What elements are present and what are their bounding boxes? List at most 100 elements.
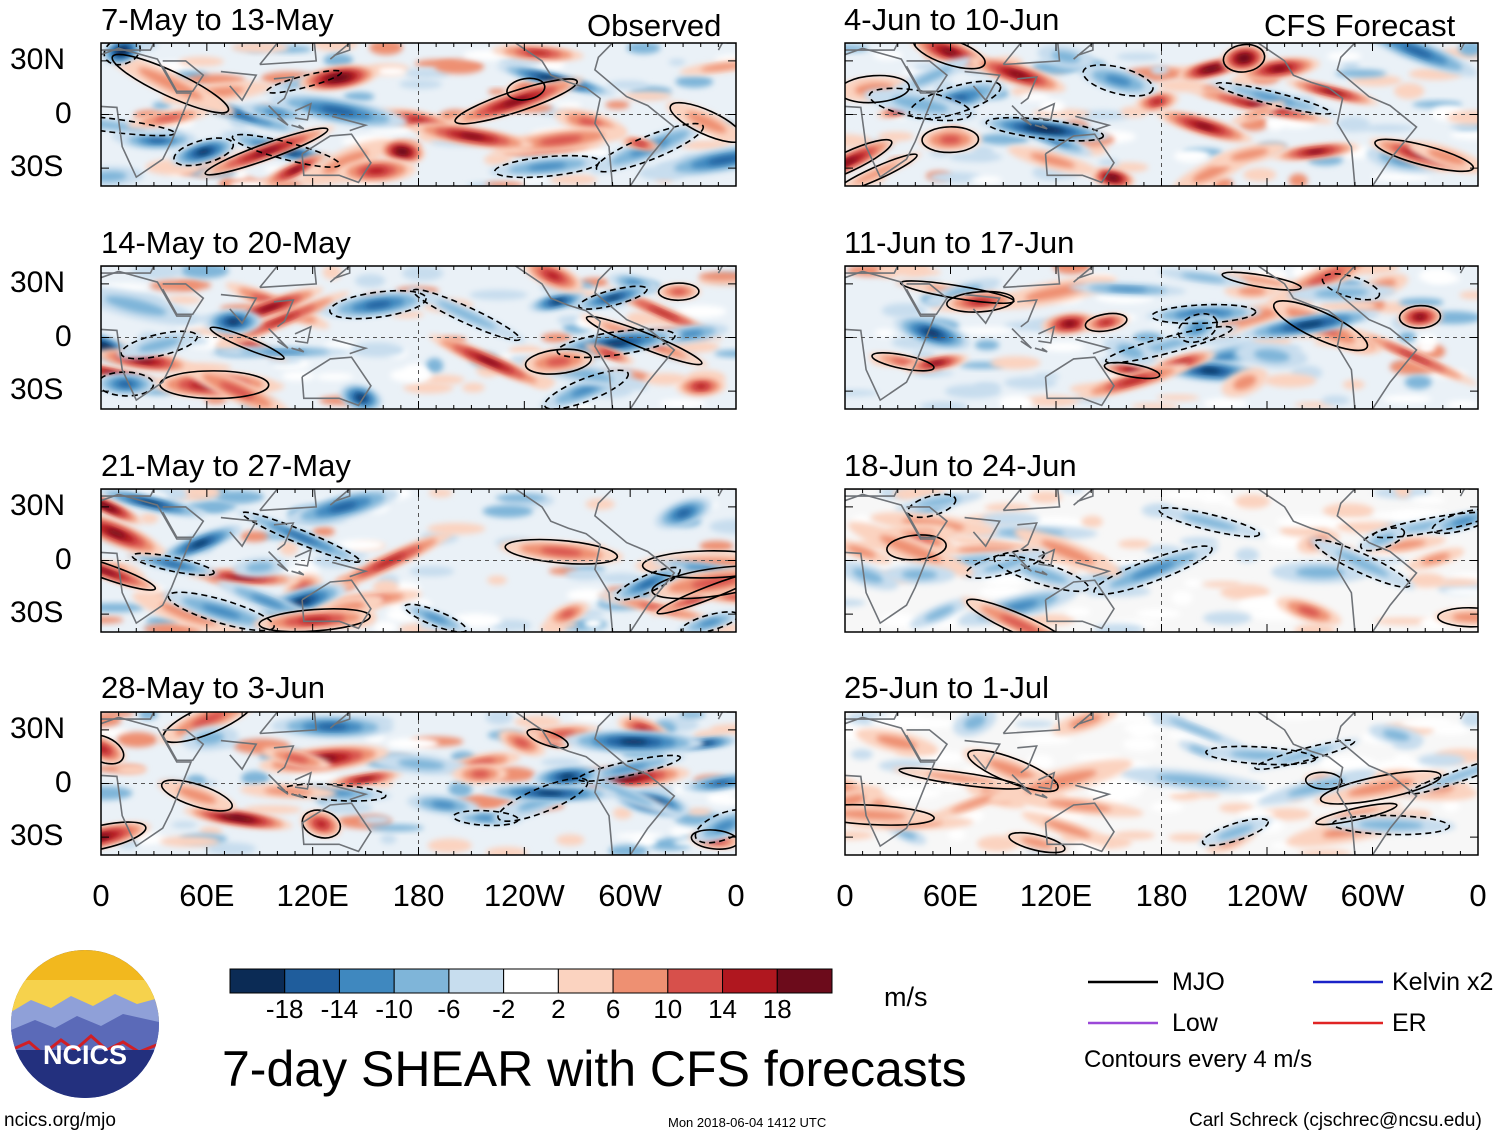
mjo-contour <box>173 137 235 167</box>
anomaly-patch <box>425 357 444 374</box>
anomaly-level <box>1041 540 1095 565</box>
colorbar-tick-label: -14 <box>320 994 359 1024</box>
coastline <box>717 43 736 51</box>
anomaly-patch <box>427 838 472 853</box>
anomaly-patch <box>377 67 407 76</box>
anomaly-level <box>1033 127 1056 132</box>
anomaly-blob <box>845 805 942 825</box>
anomaly-patch <box>1200 492 1229 504</box>
mjo-contour <box>912 43 986 70</box>
anomaly-level <box>219 382 255 399</box>
coastline <box>101 43 155 51</box>
anomaly-blob <box>1119 768 1268 794</box>
anomaly-level <box>228 816 248 820</box>
coastline <box>1257 712 1418 855</box>
mjo-contour <box>946 290 1015 313</box>
anomaly-blob <box>379 139 426 164</box>
anomaly-blob <box>1041 312 1098 335</box>
anomaly-level <box>148 137 168 143</box>
anomaly-level <box>963 714 986 730</box>
anomaly-level <box>941 48 958 56</box>
anomaly-blob <box>855 728 939 756</box>
mjo-contour <box>1103 361 1161 380</box>
anomaly-level <box>648 306 679 321</box>
anomaly-level <box>876 735 918 749</box>
anomaly-blob <box>1083 313 1130 332</box>
anomaly-level <box>331 75 346 80</box>
anomaly-level <box>846 545 877 558</box>
anomaly-patch <box>1360 124 1416 132</box>
coastline <box>220 516 258 548</box>
colorbar-tick-label: 2 <box>551 994 566 1024</box>
footer-url[interactable]: ncics.org/mjo <box>4 1110 116 1131</box>
coastline <box>1073 43 1094 60</box>
y-tick-label: 30S <box>10 596 64 630</box>
anomaly-level <box>1063 321 1076 326</box>
coastline <box>294 325 313 344</box>
anomaly-level <box>1047 800 1112 812</box>
anomaly-patch <box>243 805 302 815</box>
anomaly-blob <box>324 291 432 319</box>
anomaly-level <box>397 759 445 770</box>
anomaly-blob <box>1221 367 1268 398</box>
anomaly-blob <box>101 114 182 137</box>
anomaly-patch <box>483 153 513 166</box>
anomaly-patch <box>908 718 955 729</box>
mjo-contour <box>103 43 141 66</box>
coastline <box>905 729 949 762</box>
anomaly-blob <box>1352 328 1478 386</box>
anomaly-patch <box>699 540 734 552</box>
coastline <box>294 102 313 121</box>
anomaly-patch <box>1447 110 1478 125</box>
anomaly-blob <box>1221 45 1267 72</box>
coastline <box>329 712 351 729</box>
anomaly-level <box>252 146 281 157</box>
mjo-contour <box>690 829 736 850</box>
mjo-contour <box>965 598 1073 632</box>
anomaly-patch <box>980 512 1040 527</box>
anomaly-patch <box>491 619 532 631</box>
anomaly-blob <box>1326 816 1456 834</box>
anomaly-blob <box>326 771 404 788</box>
anomaly-level <box>1306 149 1325 154</box>
anomaly-patch <box>1336 116 1370 133</box>
coastline <box>301 356 372 407</box>
anomaly-level <box>1021 837 1053 848</box>
mjo-contour <box>845 138 893 185</box>
anomaly-blob <box>1271 561 1370 584</box>
anomaly-patch <box>130 266 184 280</box>
colorbar-tick-label: 6 <box>605 994 621 1024</box>
anomaly-level <box>177 787 217 804</box>
mjo-contour <box>1222 43 1266 73</box>
mjo-contour <box>1104 325 1233 364</box>
coastline <box>905 283 949 316</box>
footer-author: Carl Schreck (cjschrec@ncsu.edu) <box>1189 1110 1482 1131</box>
anomaly-patch <box>116 732 158 748</box>
anomaly-level <box>1007 70 1028 78</box>
anomaly-patch <box>139 513 159 524</box>
anomaly-level <box>1233 375 1257 390</box>
anomaly-patch <box>368 824 424 832</box>
mjo-contour <box>1221 271 1302 291</box>
anomaly-patch <box>101 616 124 624</box>
mjo-contour <box>204 127 329 176</box>
anomaly-patch <box>204 395 227 404</box>
panel-title: 11-Jun to 17-Jun <box>844 225 1075 260</box>
coastline <box>845 489 899 497</box>
anomaly-level <box>1314 288 1369 298</box>
anomaly-patch <box>404 68 450 79</box>
coastline <box>845 270 936 402</box>
mjo-contour <box>1437 606 1478 628</box>
anomaly-blob <box>232 556 287 578</box>
anomaly-level <box>605 295 621 301</box>
anomaly-level <box>265 312 300 327</box>
anomaly-level <box>671 288 687 295</box>
anomaly-blob <box>1358 527 1407 551</box>
panel-title: 14-May to 20-May <box>101 225 351 260</box>
anomaly-blob <box>863 88 977 121</box>
panel-title: 7-May to 13-May <box>101 2 334 37</box>
anomaly-patch <box>138 712 158 720</box>
anomaly-blob <box>904 354 969 372</box>
mjo-contour <box>412 288 521 342</box>
coastline <box>964 739 1001 771</box>
